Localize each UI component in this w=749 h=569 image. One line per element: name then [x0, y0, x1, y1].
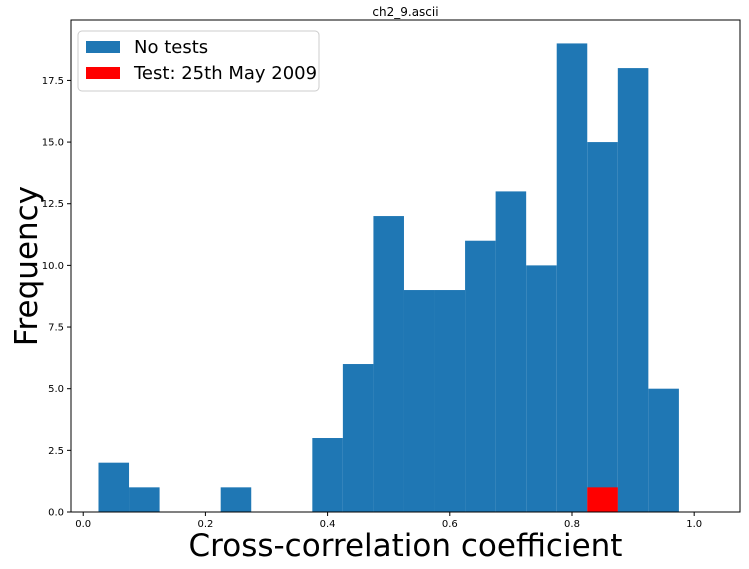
y-tick-label: 0.0	[48, 508, 64, 519]
x-axis-label: Cross-correlation coefficient	[189, 528, 623, 564]
bar-no-tests-16	[587, 142, 618, 512]
legend-swatch-test-25th-may-2009	[86, 67, 120, 79]
bar-no-tests-8	[342, 364, 374, 512]
x-axis-ticks: 0.0 0.2 0.4 0.6 0.8 1.0	[75, 512, 702, 530]
y-axis-ticks: 0.0 2.5 5.0 7.5 10.0 12.5 15.0 17.5	[42, 76, 71, 519]
plot-frame	[70, 19, 741, 513]
x-tick-label: 0.6	[442, 519, 458, 530]
bar-test-0	[587, 487, 618, 512]
y-tick-label: 2.5	[48, 446, 64, 457]
x-tick-label: 0.4	[320, 519, 336, 530]
y-axis-label: Frequency	[9, 186, 45, 346]
legend-swatch-no-tests	[86, 41, 120, 53]
x-tick-label: 0.8	[564, 519, 580, 530]
y-tick-label: 5.0	[48, 384, 64, 395]
bar-no-tests-0	[98, 462, 130, 512]
y-tick-label: 10.0	[42, 261, 64, 272]
legend-label-test-25th-may-2009: Test: 25th May 2009	[133, 63, 317, 84]
bar-no-tests-14	[526, 265, 557, 512]
bar-no-tests-1	[129, 487, 160, 512]
bar-no-tests-18	[648, 388, 679, 512]
bar-no-tests-17	[617, 68, 649, 513]
y-tick-label: 15.0	[42, 138, 64, 149]
legend-box	[77, 30, 320, 92]
x-tick-label: 1.0	[686, 519, 702, 530]
bar-no-tests-10	[403, 290, 435, 512]
x-tick-label: 0.0	[75, 519, 91, 530]
bar-no-tests-9	[373, 216, 404, 512]
legend-label-no-tests: No tests	[134, 37, 208, 58]
bars-layer	[98, 43, 679, 513]
bar-no-tests-11	[434, 290, 466, 512]
chart-title: ch2_9.ascii	[372, 5, 438, 19]
y-tick-label: 17.5	[42, 76, 64, 87]
bar-no-tests-15	[556, 43, 588, 513]
y-tick-label: 12.5	[42, 199, 64, 210]
bar-no-tests-4	[220, 487, 252, 512]
legend: No tests Test: 25th May 2009	[77, 30, 320, 92]
x-tick-label: 0.2	[197, 519, 213, 530]
bar-no-tests-13	[495, 191, 527, 512]
bar-no-tests-12	[465, 240, 496, 512]
y-tick-label: 7.5	[48, 323, 64, 334]
bar-no-tests-7	[312, 438, 343, 512]
